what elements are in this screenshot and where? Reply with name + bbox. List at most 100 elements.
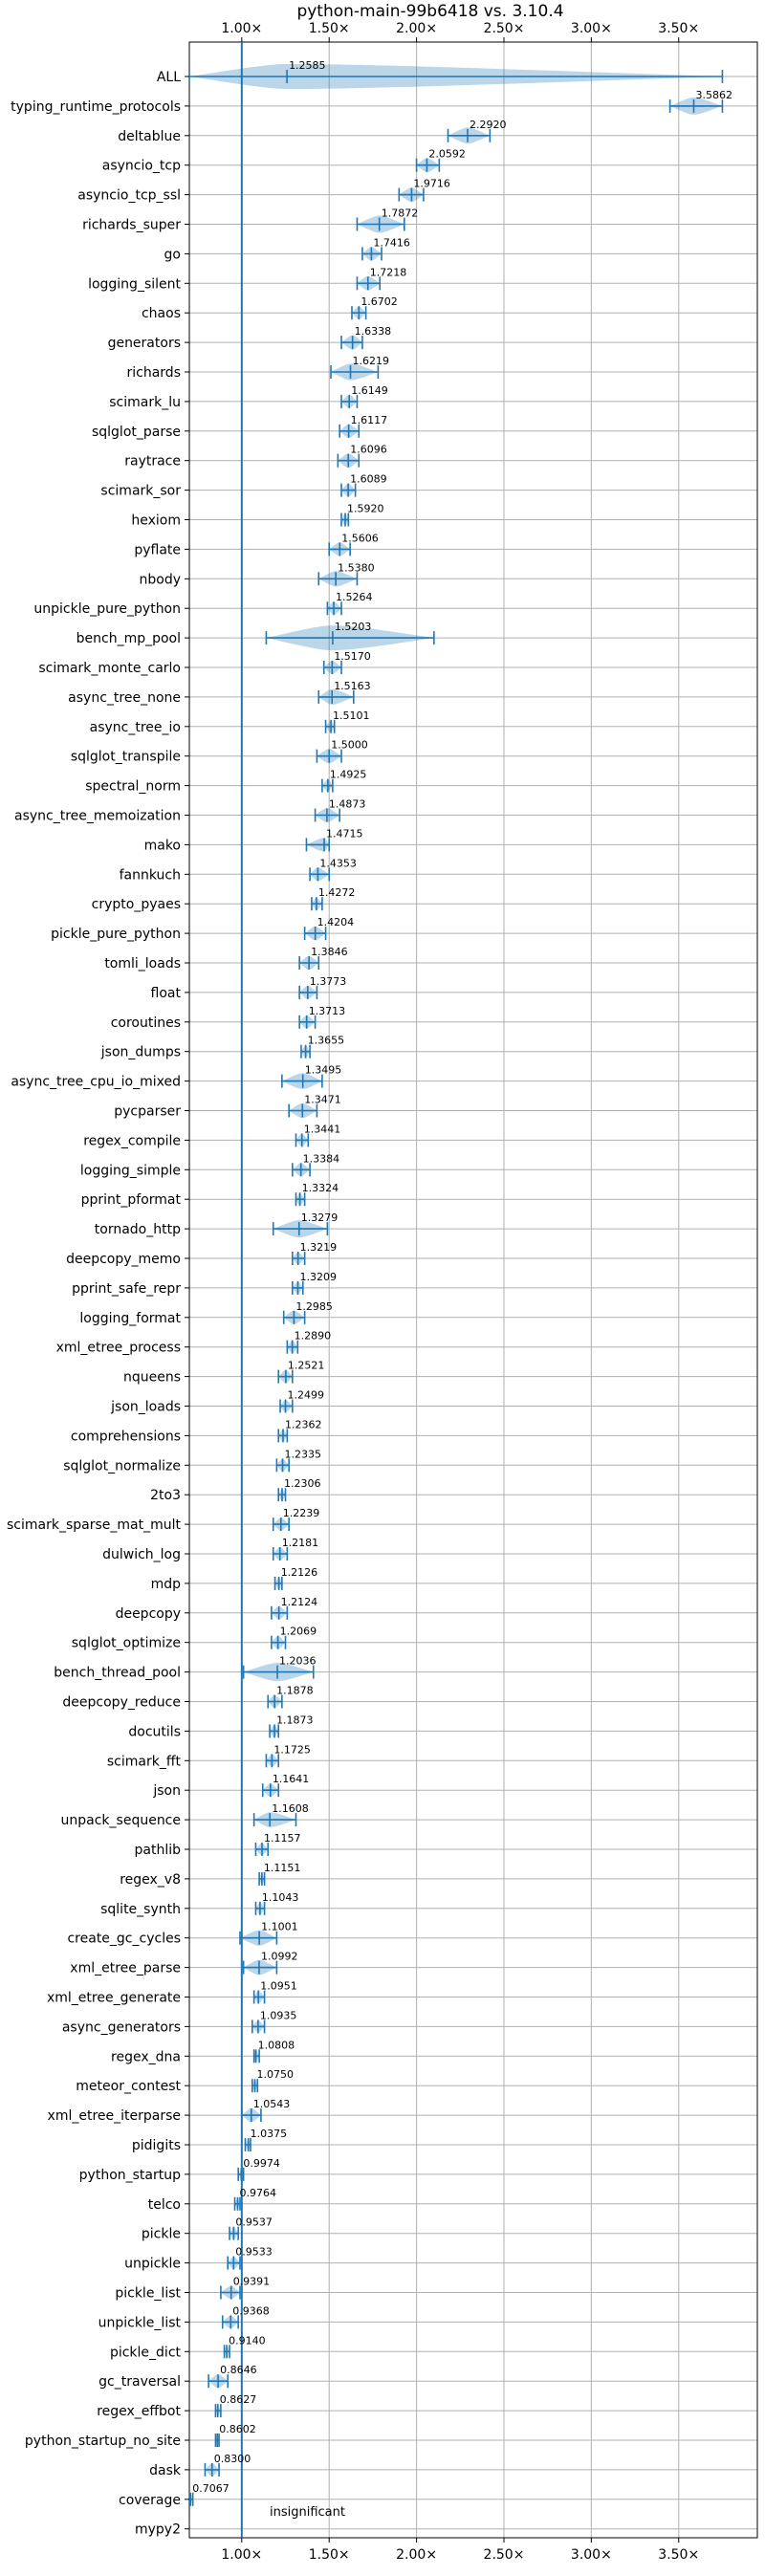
- chart-title: python-main-99b6418 vs. 3.10.4: [296, 2, 563, 21]
- benchmark-name-label: json: [152, 1783, 181, 1799]
- median-value-label: 1.3773: [310, 975, 347, 988]
- plot-frame: [188, 41, 758, 2539]
- median-value-label: 1.1873: [276, 1714, 314, 1726]
- benchmark-name-label: pathlib: [135, 1843, 182, 1858]
- benchmark-name-label: pyflate: [134, 542, 181, 557]
- median-value-label: 1.2585: [289, 59, 326, 72]
- median-value-label: 1.3495: [305, 1064, 342, 1077]
- median-value-label: 0.8627: [220, 2393, 257, 2406]
- benchmark-name-label: xml_etree_process: [56, 1341, 181, 1356]
- benchmark-name-label: pycparser: [114, 1104, 181, 1120]
- median-value-label: 1.5101: [333, 709, 370, 722]
- benchmark-name-label: comprehensions: [71, 1429, 181, 1444]
- median-value-label: 1.2985: [295, 1300, 333, 1313]
- benchmark-name-label: unpickle_pure_python: [33, 601, 181, 617]
- benchmark-name-label: deepcopy_memo: [66, 1252, 181, 1267]
- benchmark-name-label: float: [151, 986, 182, 1001]
- benchmark-name-label: chaos: [142, 306, 181, 321]
- median-value-label: 1.7872: [382, 207, 419, 220]
- x-tick-label-top: 1.00×: [221, 21, 262, 36]
- median-value-label: 1.0375: [251, 2128, 288, 2140]
- median-value-label: 1.0750: [257, 2068, 295, 2081]
- median-value-label: 1.1157: [264, 1832, 301, 1845]
- median-value-label: 1.3219: [300, 1241, 338, 1254]
- median-value-label: 1.5380: [338, 561, 375, 574]
- benchmark-name-label: pidigits: [132, 2138, 181, 2153]
- median-value-label: 1.1641: [273, 1773, 310, 1785]
- benchmark-name-label: sqlglot_optimize: [72, 1636, 181, 1651]
- median-value-label: 0.9533: [235, 2246, 273, 2259]
- median-value-label: 1.3384: [303, 1152, 340, 1165]
- median-value-label: 0.9974: [243, 2157, 280, 2170]
- benchmark-name-label: meteor_contest: [76, 2079, 181, 2094]
- x-tick-label-bottom: 3.00×: [571, 2547, 612, 2563]
- median-value-label: 1.5203: [335, 621, 372, 633]
- benchmark-name-label: deepcopy_reduce: [62, 1695, 181, 1711]
- benchmark-name-label: mypy2: [135, 2522, 181, 2538]
- benchmark-name-label: spectral_norm: [85, 779, 181, 795]
- median-value-label: 1.1608: [272, 1802, 309, 1815]
- median-value-label: 1.2124: [281, 1596, 318, 1608]
- median-value-label: 1.2335: [285, 1448, 322, 1460]
- median-value-label: 1.1001: [261, 1921, 298, 1933]
- median-value-label: 1.4204: [317, 916, 355, 928]
- median-value-label: 1.7416: [373, 236, 410, 249]
- benchmark-name-label: xml_etree_iterparse: [48, 2108, 181, 2124]
- x-tick-label-bottom: 3.50×: [658, 2547, 699, 2563]
- median-value-label: 1.2239: [283, 1507, 320, 1519]
- benchmark-name-label: pickle_dict: [110, 2345, 182, 2360]
- median-value-label: 0.9368: [232, 2304, 270, 2317]
- benchmark-name-label: fannkuch: [120, 867, 181, 883]
- benchmark-name-label: scimark_monte_carlo: [38, 661, 181, 676]
- median-value-label: 0.8646: [220, 2364, 256, 2376]
- x-tick-label-bottom: 2.00×: [396, 2547, 437, 2563]
- benchmark-name-label: raytrace: [124, 454, 181, 469]
- median-value-label: 0.7067: [192, 2482, 230, 2495]
- benchmark-name-label: async_tree_none: [68, 690, 181, 706]
- insignificant-annotation: insignificant: [270, 2505, 345, 2520]
- median-value-label: 0.8602: [219, 2423, 256, 2435]
- benchmark-name-label: scimark_sor: [100, 484, 181, 499]
- median-value-label: 0.9140: [229, 2334, 266, 2347]
- x-tick-label-top: 3.50×: [658, 21, 699, 36]
- benchmark-name-label: async_tree_cpu_io_mixed: [11, 1075, 181, 1090]
- label-layer: 1.00× 1.00× 1.50× 1.50× 2.00× 2.00× 2.50× 2.50×…: [7, 21, 732, 2563]
- median-value-label: 1.2036: [279, 1655, 317, 1668]
- median-value-label: 1.6089: [350, 473, 387, 486]
- benchmark-name-label: create_gc_cycles: [67, 1932, 181, 1947]
- x-tick-label-bottom: 1.00×: [221, 2547, 262, 2563]
- benchmark-name-label: bench_thread_pool: [54, 1666, 181, 1681]
- benchmark-name-label: crypto_pyaes: [92, 897, 181, 912]
- median-value-label: 0.9764: [240, 2187, 276, 2199]
- x-tick-label-top: 1.50×: [309, 21, 350, 36]
- median-value-label: 1.1725: [273, 1743, 311, 1756]
- benchmark-name-label: async_generators: [62, 2019, 181, 2035]
- median-value-label: 1.3441: [304, 1123, 341, 1135]
- benchmark-name-label: asyncio_tcp_ssl: [77, 188, 181, 204]
- benchmark-name-label: regex_v8: [120, 1872, 181, 1888]
- median-value-label: 1.2306: [284, 1477, 321, 1490]
- median-value-label: 1.2521: [288, 1360, 325, 1372]
- median-value-label: 1.5163: [334, 680, 371, 692]
- median-value-label: 1.4715: [326, 827, 363, 840]
- benchmark-name-label: pickle: [142, 2227, 181, 2242]
- benchmark-name-label: scimark_fft: [107, 1754, 182, 1769]
- benchmark-name-label: regex_compile: [83, 1133, 181, 1148]
- median-value-label: 1.2890: [295, 1330, 332, 1343]
- benchmark-name-label: json_loads: [110, 1400, 181, 1415]
- benchmark-name-label: dulwich_log: [102, 1547, 181, 1562]
- median-value-label: 1.5170: [334, 650, 371, 663]
- benchmark-name-label: deltablue: [118, 129, 181, 144]
- median-value-label: 1.3713: [309, 1005, 346, 1017]
- benchmark-name-label: json_dumps: [100, 1045, 181, 1060]
- median-value-label: 1.3471: [304, 1094, 341, 1106]
- benchmark-name-label: async_tree_memoization: [14, 809, 181, 824]
- benchmark-name-label: python_startup_no_site: [25, 2434, 181, 2449]
- benchmark-name-label: pickle_list: [115, 2286, 181, 2302]
- median-value-label: 1.6338: [355, 325, 392, 338]
- benchmark-name-label: generators: [108, 336, 181, 351]
- median-value-label: 1.1043: [262, 1891, 299, 1904]
- benchmark-name-label: telco: [148, 2197, 181, 2213]
